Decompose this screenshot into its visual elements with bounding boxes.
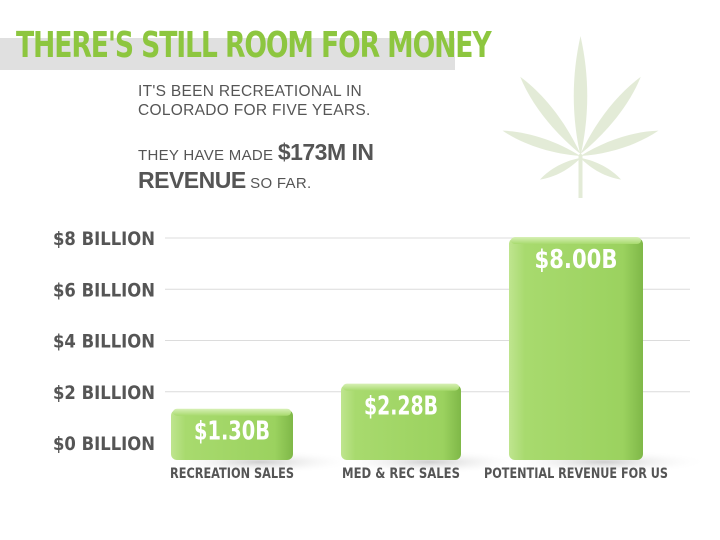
x-category-label: MED & REC SALES [342,466,460,482]
y-axis-ticks: $0 BILLION $2 BILLION $4 BILLION $6 BILLION… [53,228,155,455]
y-tick-label: $0 BILLION [53,433,155,455]
bar [509,238,643,460]
page-title: THERE'S STILL ROOM FOR MONEY [16,25,492,66]
bars: $1.30B $2.28B $8.00B [164,237,709,474]
subtitle-line-3-small: THEY HAVE MADE [138,147,278,164]
x-axis-categories: RECREATION SALES MED & REC SALES POTENTIAL… [170,466,668,482]
bar-value-label: $1.30B [194,417,270,447]
y-tick-label: $2 BILLION [53,382,155,404]
x-category-label: POTENTIAL REVENUE FOR US [484,466,668,482]
subtitle-years: IT'S BEEN RECREATIONAL IN COLORADO FOR FI… [138,82,371,120]
title-band [0,38,455,70]
bar [171,409,293,460]
subtitle-revenue: THEY HAVE MADE $173M IN REVENUE SO FAR. [138,140,374,196]
subtitle-line-4-small: SO FAR. [245,175,312,192]
x-category-label: RECREATION SALES [170,466,294,482]
cannabis-leaf-icon [502,36,659,198]
y-tick-label: $8 BILLION [53,228,155,250]
y-tick-label: $4 BILLION [53,331,155,353]
subtitle-line-1: IT'S BEEN RECREATIONAL IN [138,83,363,100]
bar-top [173,408,291,416]
y-tick-label: $6 BILLION [53,279,155,301]
bar-top [343,383,459,391]
subtitle-line-2: COLORADO FOR FIVE YEARS. [138,102,371,119]
bar-value-label: $2.28B [364,392,438,422]
subtitle-line-3-big: $173M IN [277,139,374,165]
bar-value-label: $8.00B [535,245,618,275]
bar-top [511,237,641,244]
subtitle-line-4-big: REVENUE [138,167,246,193]
bar [341,384,461,460]
